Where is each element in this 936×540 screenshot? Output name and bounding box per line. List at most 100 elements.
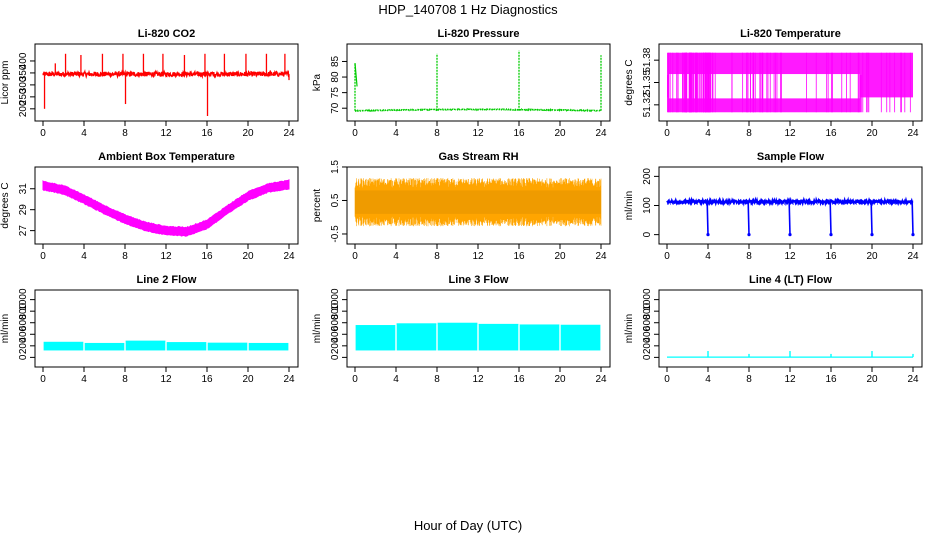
flow-segment xyxy=(560,324,601,351)
x-tick-label: 16 xyxy=(201,128,213,139)
x-tick-label: 8 xyxy=(746,128,752,139)
y-tick-label: 600 xyxy=(330,314,341,331)
x-tick-label: 12 xyxy=(160,128,172,139)
x-axis-caption: Hour of Day (UTC) xyxy=(413,518,523,533)
x-tick-label: 20 xyxy=(554,128,566,139)
x-tick-label: 0 xyxy=(664,251,670,262)
y-tick-label: 800 xyxy=(18,302,29,319)
x-tick-label: 16 xyxy=(513,374,525,385)
flow-segment xyxy=(84,342,125,351)
flow-segment xyxy=(437,322,478,351)
panel-title: Line 2 Flow xyxy=(137,274,197,286)
y-tick-label: 1000 xyxy=(642,288,653,311)
panel-title: Gas Stream RH xyxy=(438,151,518,163)
y-tick-label: 200 xyxy=(18,100,29,117)
flow-segment xyxy=(43,341,84,351)
dip-point xyxy=(829,233,833,237)
x-tick-label: 8 xyxy=(434,128,440,139)
dip-line xyxy=(829,201,832,235)
y-tick-label: 31 xyxy=(18,183,29,195)
x-tick-label: 12 xyxy=(784,251,796,262)
y-tick-label: 51.32 xyxy=(642,92,653,117)
y-tick-label: 600 xyxy=(18,314,29,331)
x-tick-label: 24 xyxy=(283,128,295,139)
dip-point xyxy=(911,233,915,237)
y-tick-label: 75 xyxy=(330,87,341,99)
panel-4: Ambient Box Temperature degrees C 0 4 8 12 16 2… xyxy=(0,151,299,262)
series-core xyxy=(355,190,601,214)
flow-segment xyxy=(125,340,166,351)
x-tick-label: 4 xyxy=(393,128,399,139)
y-axis-label: ml/min xyxy=(624,191,635,220)
x-tick-label: 8 xyxy=(746,374,752,385)
flow-segment xyxy=(166,342,207,351)
x-tick-label: 4 xyxy=(81,374,87,385)
x-tick-label: 0 xyxy=(664,128,670,139)
y-axis-label: kPa xyxy=(312,73,323,91)
flow-segment xyxy=(248,342,289,351)
panel-frame xyxy=(346,43,611,122)
flow-segment xyxy=(207,342,248,351)
x-tick-label: 20 xyxy=(242,251,254,262)
y-tick-label: 200 xyxy=(18,337,29,354)
panel-frame xyxy=(658,289,923,368)
y-tick-label: 29 xyxy=(18,204,29,216)
dip-line xyxy=(706,201,709,235)
y-tick-label: 400 xyxy=(330,325,341,342)
y-tick-label: 85 xyxy=(330,55,341,67)
flow-segment xyxy=(519,324,560,351)
x-tick-label: 16 xyxy=(201,374,213,385)
dip-line xyxy=(911,201,914,235)
y-tick-label: 800 xyxy=(642,302,653,319)
x-tick-label: 0 xyxy=(352,128,358,139)
y-tick-label: 350 xyxy=(18,64,29,81)
x-tick-label: 24 xyxy=(283,374,295,385)
x-tick-label: 24 xyxy=(283,251,295,262)
dip-line xyxy=(747,201,750,235)
y-tick-label: 200 xyxy=(642,168,653,185)
y-axis-label: Licor ppm xyxy=(0,61,11,105)
x-tick-label: 8 xyxy=(434,374,440,385)
dip-line xyxy=(870,201,873,235)
panel-frame xyxy=(34,166,299,245)
panel-frame xyxy=(34,43,299,122)
x-tick-label: 4 xyxy=(81,251,87,262)
dip-point xyxy=(706,233,710,237)
x-tick-label: 20 xyxy=(866,374,878,385)
panel-title: Sample Flow xyxy=(757,151,825,163)
x-tick-label: 24 xyxy=(595,374,607,385)
y-tick-label: 0 xyxy=(642,231,653,237)
y-tick-label: 80 xyxy=(330,71,341,83)
x-tick-label: 12 xyxy=(160,374,172,385)
y-tick-label: 0 xyxy=(642,354,653,360)
y-tick-label: 1000 xyxy=(330,288,341,311)
series-band xyxy=(42,179,290,237)
x-tick-label: 0 xyxy=(40,128,46,139)
x-tick-label: 4 xyxy=(705,374,711,385)
panel-frame xyxy=(346,289,611,368)
x-tick-label: 4 xyxy=(81,128,87,139)
x-tick-label: 20 xyxy=(242,128,254,139)
panel-frame xyxy=(34,289,299,368)
x-tick-label: 0 xyxy=(664,374,670,385)
panel-title: Li-820 CO2 xyxy=(138,28,195,40)
x-tick-label: 20 xyxy=(866,128,878,139)
dip-point xyxy=(747,233,751,237)
dip-line xyxy=(788,201,791,235)
y-axis-label: ml/min xyxy=(624,314,635,343)
panel-frame xyxy=(346,166,611,245)
y-tick-label: 800 xyxy=(330,302,341,319)
x-tick-label: 20 xyxy=(242,374,254,385)
panel-1: Li-820 CO2 Licor ppm 0 4 8 12 16 20 24 2002503003… xyxy=(0,28,299,139)
y-tick-label: -0.5 xyxy=(330,225,341,243)
x-tick-label: 8 xyxy=(746,251,752,262)
y-tick-label: 0 xyxy=(18,354,29,360)
panel-title: Line 3 Flow xyxy=(449,274,509,286)
y-tick-label: 200 xyxy=(642,337,653,354)
x-tick-label: 24 xyxy=(595,251,607,262)
x-tick-label: 8 xyxy=(122,251,128,262)
x-tick-label: 16 xyxy=(513,128,525,139)
